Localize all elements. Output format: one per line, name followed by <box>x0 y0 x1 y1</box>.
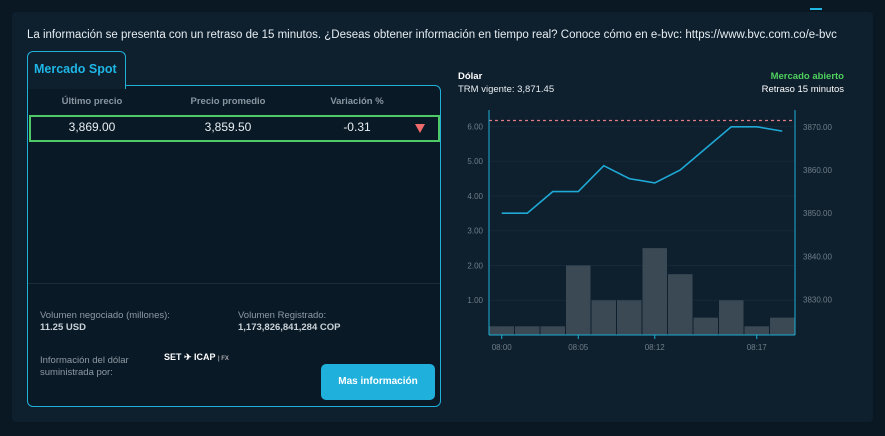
volume-bar <box>693 317 718 335</box>
volume-label: Volumen negociado (millones): <box>40 310 170 321</box>
y-left-tick-label: 1.00 <box>467 296 483 305</box>
volume-value: 11.25 USD <box>40 322 86 333</box>
volume-bar <box>770 317 795 335</box>
price-row <box>29 115 440 142</box>
average-price: 3,859.50 <box>204 120 252 134</box>
x-tick-label: 08:17 <box>747 343 768 352</box>
volume-bar <box>744 326 769 335</box>
divider <box>28 283 440 284</box>
chart-title: Dólar <box>458 71 483 82</box>
registered-value: 1,173,826,841,284 COP <box>238 322 341 333</box>
volume-bar <box>489 326 514 335</box>
y-left-tick-label: 3.00 <box>467 227 483 236</box>
y-right-tick-label: 3830.00 <box>803 296 832 305</box>
header-variation: Variación % <box>330 96 384 107</box>
volume-bar <box>617 300 642 335</box>
volume-bar <box>642 248 667 335</box>
tab-indicator <box>810 8 822 10</box>
delay-label: Retraso 15 minutos <box>761 84 844 95</box>
header-last-price: Último precio <box>61 96 123 107</box>
x-tick-label: 08:00 <box>492 343 513 352</box>
market-status: Mercado abierto <box>770 71 844 82</box>
down-triangle-icon <box>415 124 425 133</box>
price-line <box>501 125 783 214</box>
volume-bar <box>540 326 565 335</box>
volume-bar <box>515 326 540 335</box>
provider-label-1: Información del dólar <box>40 355 129 366</box>
price-volume-chart: 1.00 2.00 3.00 4.00 5.00 6.00 3830.00 3840.00 38… <box>467 110 832 352</box>
last-price: 3,869.00 <box>68 120 116 134</box>
volume-bar <box>719 300 744 335</box>
volume-bar <box>668 274 693 335</box>
more-info-button[interactable]: Mas información <box>321 364 435 400</box>
registered-label: Volumen Registrado: <box>238 310 327 321</box>
y-right-tick-label: 3840.00 <box>803 252 832 261</box>
y-left-tick-label: 6.00 <box>467 122 483 131</box>
y-right-tick-label: 3860.00 <box>803 166 832 175</box>
y-right-tick-label: 3850.00 <box>803 209 832 218</box>
volume-bar <box>591 300 616 335</box>
volume-bar <box>566 265 591 335</box>
y-right-tick-label: 3870.00 <box>803 123 832 132</box>
y-left-tick-label: 5.00 <box>467 157 483 166</box>
y-left-tick-label: 2.00 <box>467 261 483 270</box>
set-icap-logo: SET ✈ ICAP | FX <box>164 352 229 362</box>
x-tick-label: 08:05 <box>568 343 589 352</box>
provider-label: Información del dólar suministrada por: <box>40 355 129 379</box>
y-left-tick-label: 4.00 <box>467 192 483 201</box>
x-tick-label: 08:12 <box>645 343 666 352</box>
variation: -0.31 <box>343 120 371 134</box>
tab-mercado-spot[interactable]: Mercado Spot <box>27 51 126 89</box>
spot-market-card <box>27 85 441 407</box>
header-average-price: Precio promedio <box>190 96 266 107</box>
delay-notice: La información se presenta con un retras… <box>27 29 837 41</box>
provider-label-2: suministrada por: <box>40 367 113 378</box>
trm-value: TRM vigente: 3,871.45 <box>458 84 555 95</box>
